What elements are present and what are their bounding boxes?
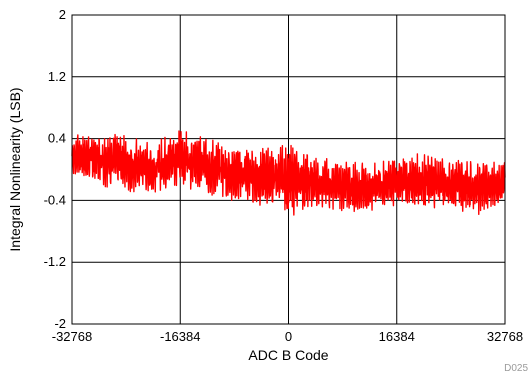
figure-id: D025 (504, 363, 528, 374)
x-tick-label: 0 (285, 329, 292, 344)
y-tick-label: 0.4 (48, 131, 66, 146)
ino-series-trace (71, 130, 506, 216)
x-tick-label: 16384 (379, 329, 415, 344)
series-layer (71, 130, 506, 216)
x-axis-title: ADC B Code (248, 347, 328, 363)
x-tick-label: -32768 (52, 329, 92, 344)
y-tick-label: 1.2 (48, 69, 66, 84)
y-tick-label: 2 (59, 7, 66, 22)
plot-frame (71, 14, 506, 325)
y-tick-label: -0.4 (44, 192, 66, 207)
y-tick-label: -2 (54, 316, 66, 331)
x-tick-label: -16384 (160, 329, 200, 344)
x-tick-labels: -32768 -16384 0 16384 32768 (52, 329, 523, 344)
y-axis-title: Integral Nonlinearity (LSB) (7, 87, 23, 251)
y-tick-label: -1.2 (44, 254, 66, 269)
x-tick-label: 32768 (487, 329, 523, 344)
y-tick-labels: 2 1.2 0.4 -0.4 -1.2 -2 (44, 7, 66, 331)
